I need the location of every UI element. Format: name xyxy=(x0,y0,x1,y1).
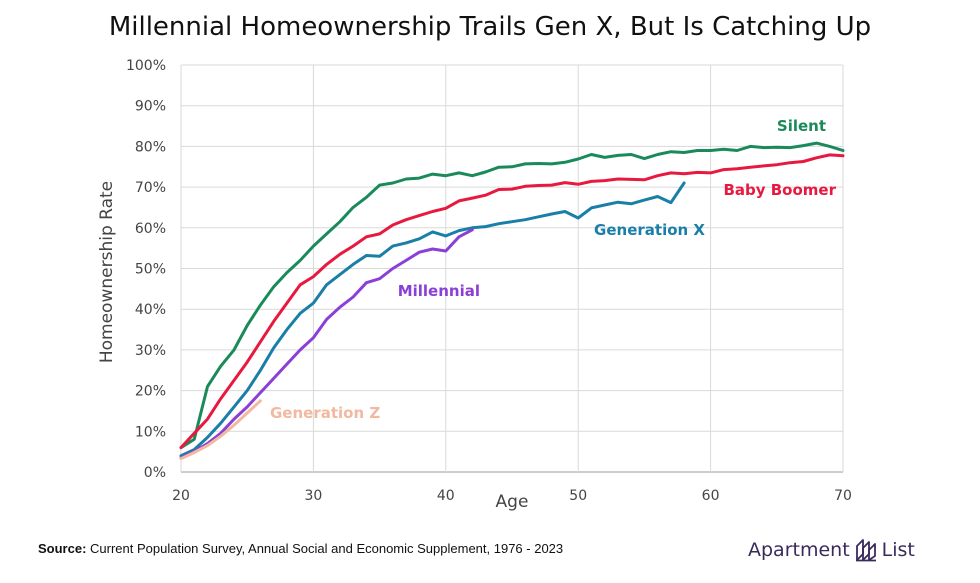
series-line-millennial xyxy=(179,228,474,460)
series-line-baby-boomer xyxy=(179,153,845,450)
y-tick-label: 30% xyxy=(135,343,166,359)
series-label-millennial: Millennial xyxy=(398,282,480,300)
series-line-generation-x xyxy=(179,181,686,458)
series-label-silent: Silent xyxy=(777,117,826,135)
y-tick-label: 10% xyxy=(135,424,166,440)
source-label: Source: xyxy=(38,541,87,556)
y-tick-label: 80% xyxy=(135,139,166,155)
series-labels: Silent Baby Boomer Generation X Millennial G… xyxy=(270,117,837,422)
source-text: Current Population Survey, Annual Social… xyxy=(86,541,564,556)
brand-logo: Apartment List xyxy=(748,535,915,565)
brand-name-left: Apartment xyxy=(748,539,850,561)
y-tick-label: 60% xyxy=(135,221,166,237)
x-tick-label: 70 xyxy=(834,488,852,504)
series-label-generation-z: Generation Z xyxy=(270,404,380,422)
x-tick-label: 30 xyxy=(304,488,322,504)
y-tick-label: 20% xyxy=(135,384,166,400)
y-tick-label: 40% xyxy=(135,302,166,318)
y-tick-label: 70% xyxy=(135,180,166,196)
x-tick-label: 40 xyxy=(437,488,455,504)
x-tick-label: 60 xyxy=(702,488,720,504)
brand-name-right: List xyxy=(881,539,915,561)
y-tick-label: 0% xyxy=(144,465,166,481)
y-tick-label: 100% xyxy=(126,58,166,74)
gridlines xyxy=(180,64,844,473)
series-line-silent xyxy=(179,141,845,450)
building-icon xyxy=(855,539,876,562)
x-tick-label: 20 xyxy=(172,488,190,504)
series-label-generation-x: Generation X xyxy=(594,221,705,239)
series-label-baby-boomer: Baby Boomer xyxy=(723,181,836,199)
y-tick-label: 50% xyxy=(135,262,166,278)
series-line-generation-z xyxy=(179,399,262,461)
y-tick-label: 90% xyxy=(135,99,166,115)
chart-title: Millennial Homeownership Trails Gen X, B… xyxy=(108,12,872,42)
axes: 0% 10% 20% 30% 40% 50% 60% 70% 80% 90% 100% 20 30 40 5… xyxy=(126,58,852,504)
series-lines xyxy=(179,141,845,461)
y-axis-title: Homeownership Rate xyxy=(97,181,117,363)
source-note: Source: Current Population Survey, Annua… xyxy=(38,541,563,556)
x-axis-title: Age xyxy=(496,492,529,512)
x-tick-label: 50 xyxy=(569,488,587,504)
